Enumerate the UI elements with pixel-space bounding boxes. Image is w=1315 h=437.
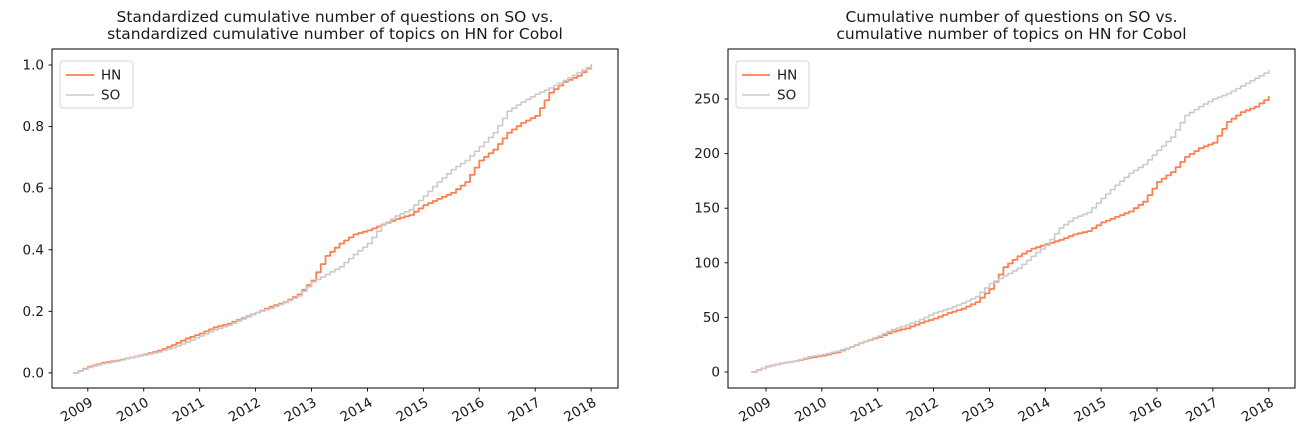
hn-line (751, 95, 1270, 373)
legend-label: HN (101, 68, 121, 84)
x-tick-label: 2018 (561, 395, 599, 426)
x-tick-label: 2012 (226, 395, 264, 426)
y-tick-label: 150 (694, 201, 720, 217)
standardized-cumulative-chart: Standardized cumulative number of questi… (23, 8, 619, 426)
y-tick-label: 1.0 (23, 58, 44, 74)
chart-title-line: standardized cumulative number of topics… (107, 25, 563, 43)
x-tick-label: 2010 (792, 395, 830, 426)
x-tick-label: 2009 (58, 395, 96, 426)
y-tick-label: 0.6 (23, 181, 44, 197)
legend-box (735, 60, 810, 109)
legend-label: HN (777, 68, 797, 84)
axes-spines (51, 48, 619, 389)
x-tick-label: 2017 (1183, 395, 1221, 426)
so-line (751, 69, 1270, 373)
y-tick-label: 200 (694, 146, 720, 162)
x-tick-label: 2010 (114, 395, 152, 426)
x-tick-label: 2016 (450, 395, 488, 426)
legend-label: SO (101, 88, 120, 104)
y-tick-label: 0.0 (23, 365, 44, 381)
y-tick-label: 250 (694, 92, 720, 108)
so-line (73, 64, 592, 374)
y-tick-label: 100 (694, 255, 720, 271)
chart-title-line: Standardized cumulative number of questi… (117, 8, 554, 26)
chart-title-line: Cumulative number of questions on SO vs. (845, 8, 1177, 26)
x-tick-label: 2014 (1016, 395, 1054, 426)
x-tick-label: 2009 (736, 395, 774, 426)
x-tick-label: 2016 (1127, 395, 1165, 426)
y-tick-label: 0.2 (23, 304, 44, 320)
x-tick-label: 2015 (394, 395, 432, 426)
hn-line (72, 64, 593, 374)
legend-box (59, 60, 134, 109)
x-tick-label: 2017 (505, 395, 543, 426)
x-tick-label: 2012 (904, 395, 942, 426)
x-tick-label: 2014 (338, 395, 376, 426)
y-tick-label: 0.8 (23, 119, 44, 135)
x-tick-label: 2011 (848, 395, 886, 426)
x-tick-label: 2013 (282, 395, 320, 426)
y-tick-label: 50 (703, 310, 720, 326)
legend-label: SO (777, 88, 796, 104)
x-tick-label: 2013 (960, 395, 998, 426)
x-tick-label: 2015 (1071, 395, 1109, 426)
x-tick-label: 2011 (170, 395, 208, 426)
chart-title-line: cumulative number of topics on HN for Co… (836, 25, 1186, 43)
y-tick-label: 0.4 (23, 242, 44, 258)
raw-cumulative-chart: Cumulative number of questions on SO vs.… (694, 8, 1296, 426)
x-tick-label: 2018 (1239, 395, 1277, 426)
axes-spines (727, 48, 1296, 389)
y-tick-label: 0 (711, 365, 720, 381)
